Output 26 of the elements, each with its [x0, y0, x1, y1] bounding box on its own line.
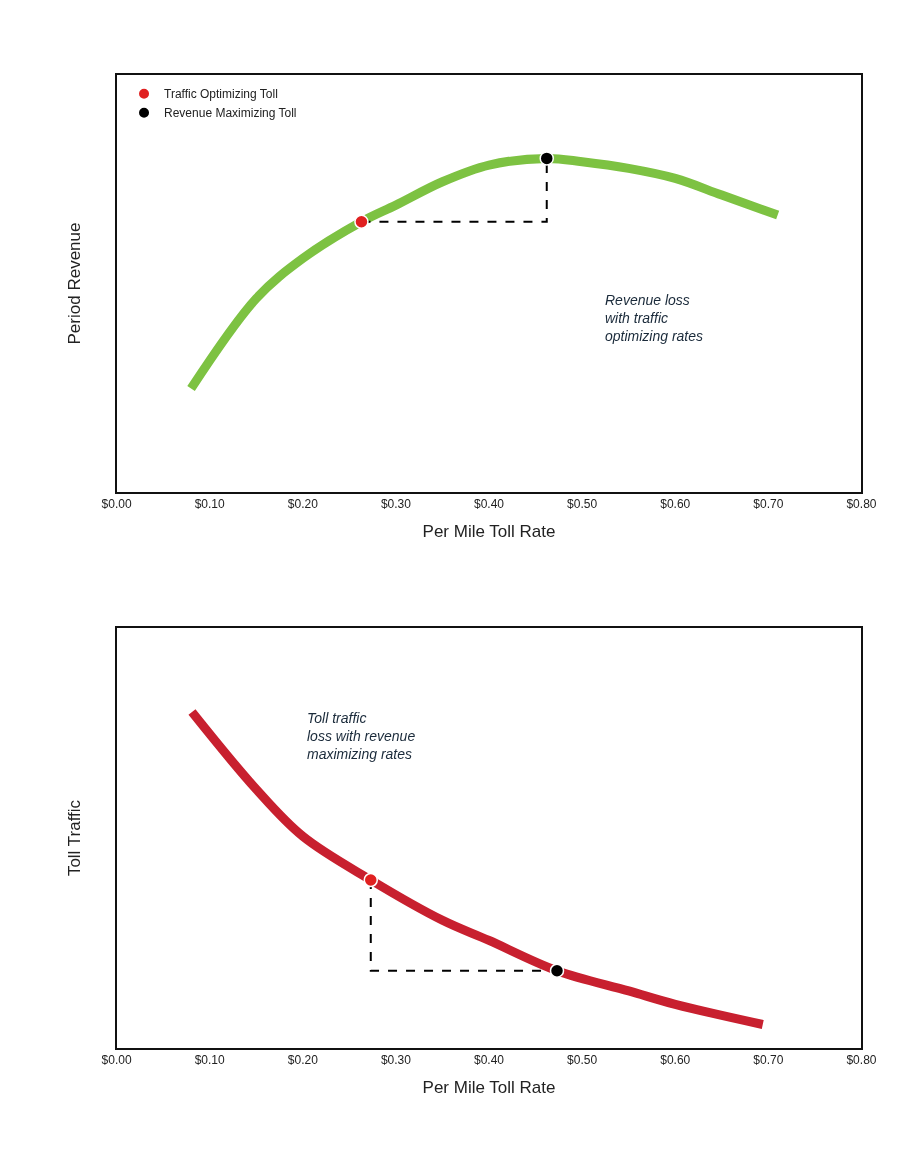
y-axis-title: Period Revenue: [64, 222, 84, 345]
x-tick-label: $0.30: [380, 497, 412, 512]
x-tick-label: $0.70: [753, 1053, 784, 1068]
x-tick-label: $0.70: [753, 497, 784, 512]
x-tick-label: $0.40: [474, 497, 505, 512]
x-axis-title: Per Mile Toll Rate: [422, 522, 556, 542]
x-tick-label: $0.60: [660, 1053, 691, 1068]
x-tick-label: $0.80: [846, 1053, 877, 1068]
x-tick-label: $0.10: [194, 497, 226, 512]
x-tick-label: $0.40: [474, 1053, 505, 1068]
x-tick-label: $0.50: [567, 497, 598, 512]
annotation: Revenue loss with traffic optimizing rates: [605, 292, 704, 345]
x-tick-label: $0.30: [380, 1053, 412, 1068]
legend-label: Revenue Maximizing Toll: [164, 106, 297, 121]
x-tick-label: $0.10: [194, 1053, 226, 1068]
x-tick-label: $0.20: [287, 1053, 319, 1068]
x-tick-label: $0.00: [101, 497, 132, 512]
x-tick-label: $0.60: [660, 497, 691, 512]
x-tick-label: $0.00: [101, 1053, 132, 1068]
x-tick-label: $0.50: [567, 1053, 598, 1068]
x-tick-label: $0.80: [846, 497, 877, 512]
x-tick-label: $0.20: [287, 497, 319, 512]
legend-label: Traffic Optimizing Toll: [164, 87, 278, 102]
x-axis-title: Per Mile Toll Rate: [422, 1078, 556, 1098]
annotation: Toll traffic loss with revenue maximizing rates: [307, 710, 416, 763]
y-axis-title: Toll Traffic: [64, 799, 84, 877]
